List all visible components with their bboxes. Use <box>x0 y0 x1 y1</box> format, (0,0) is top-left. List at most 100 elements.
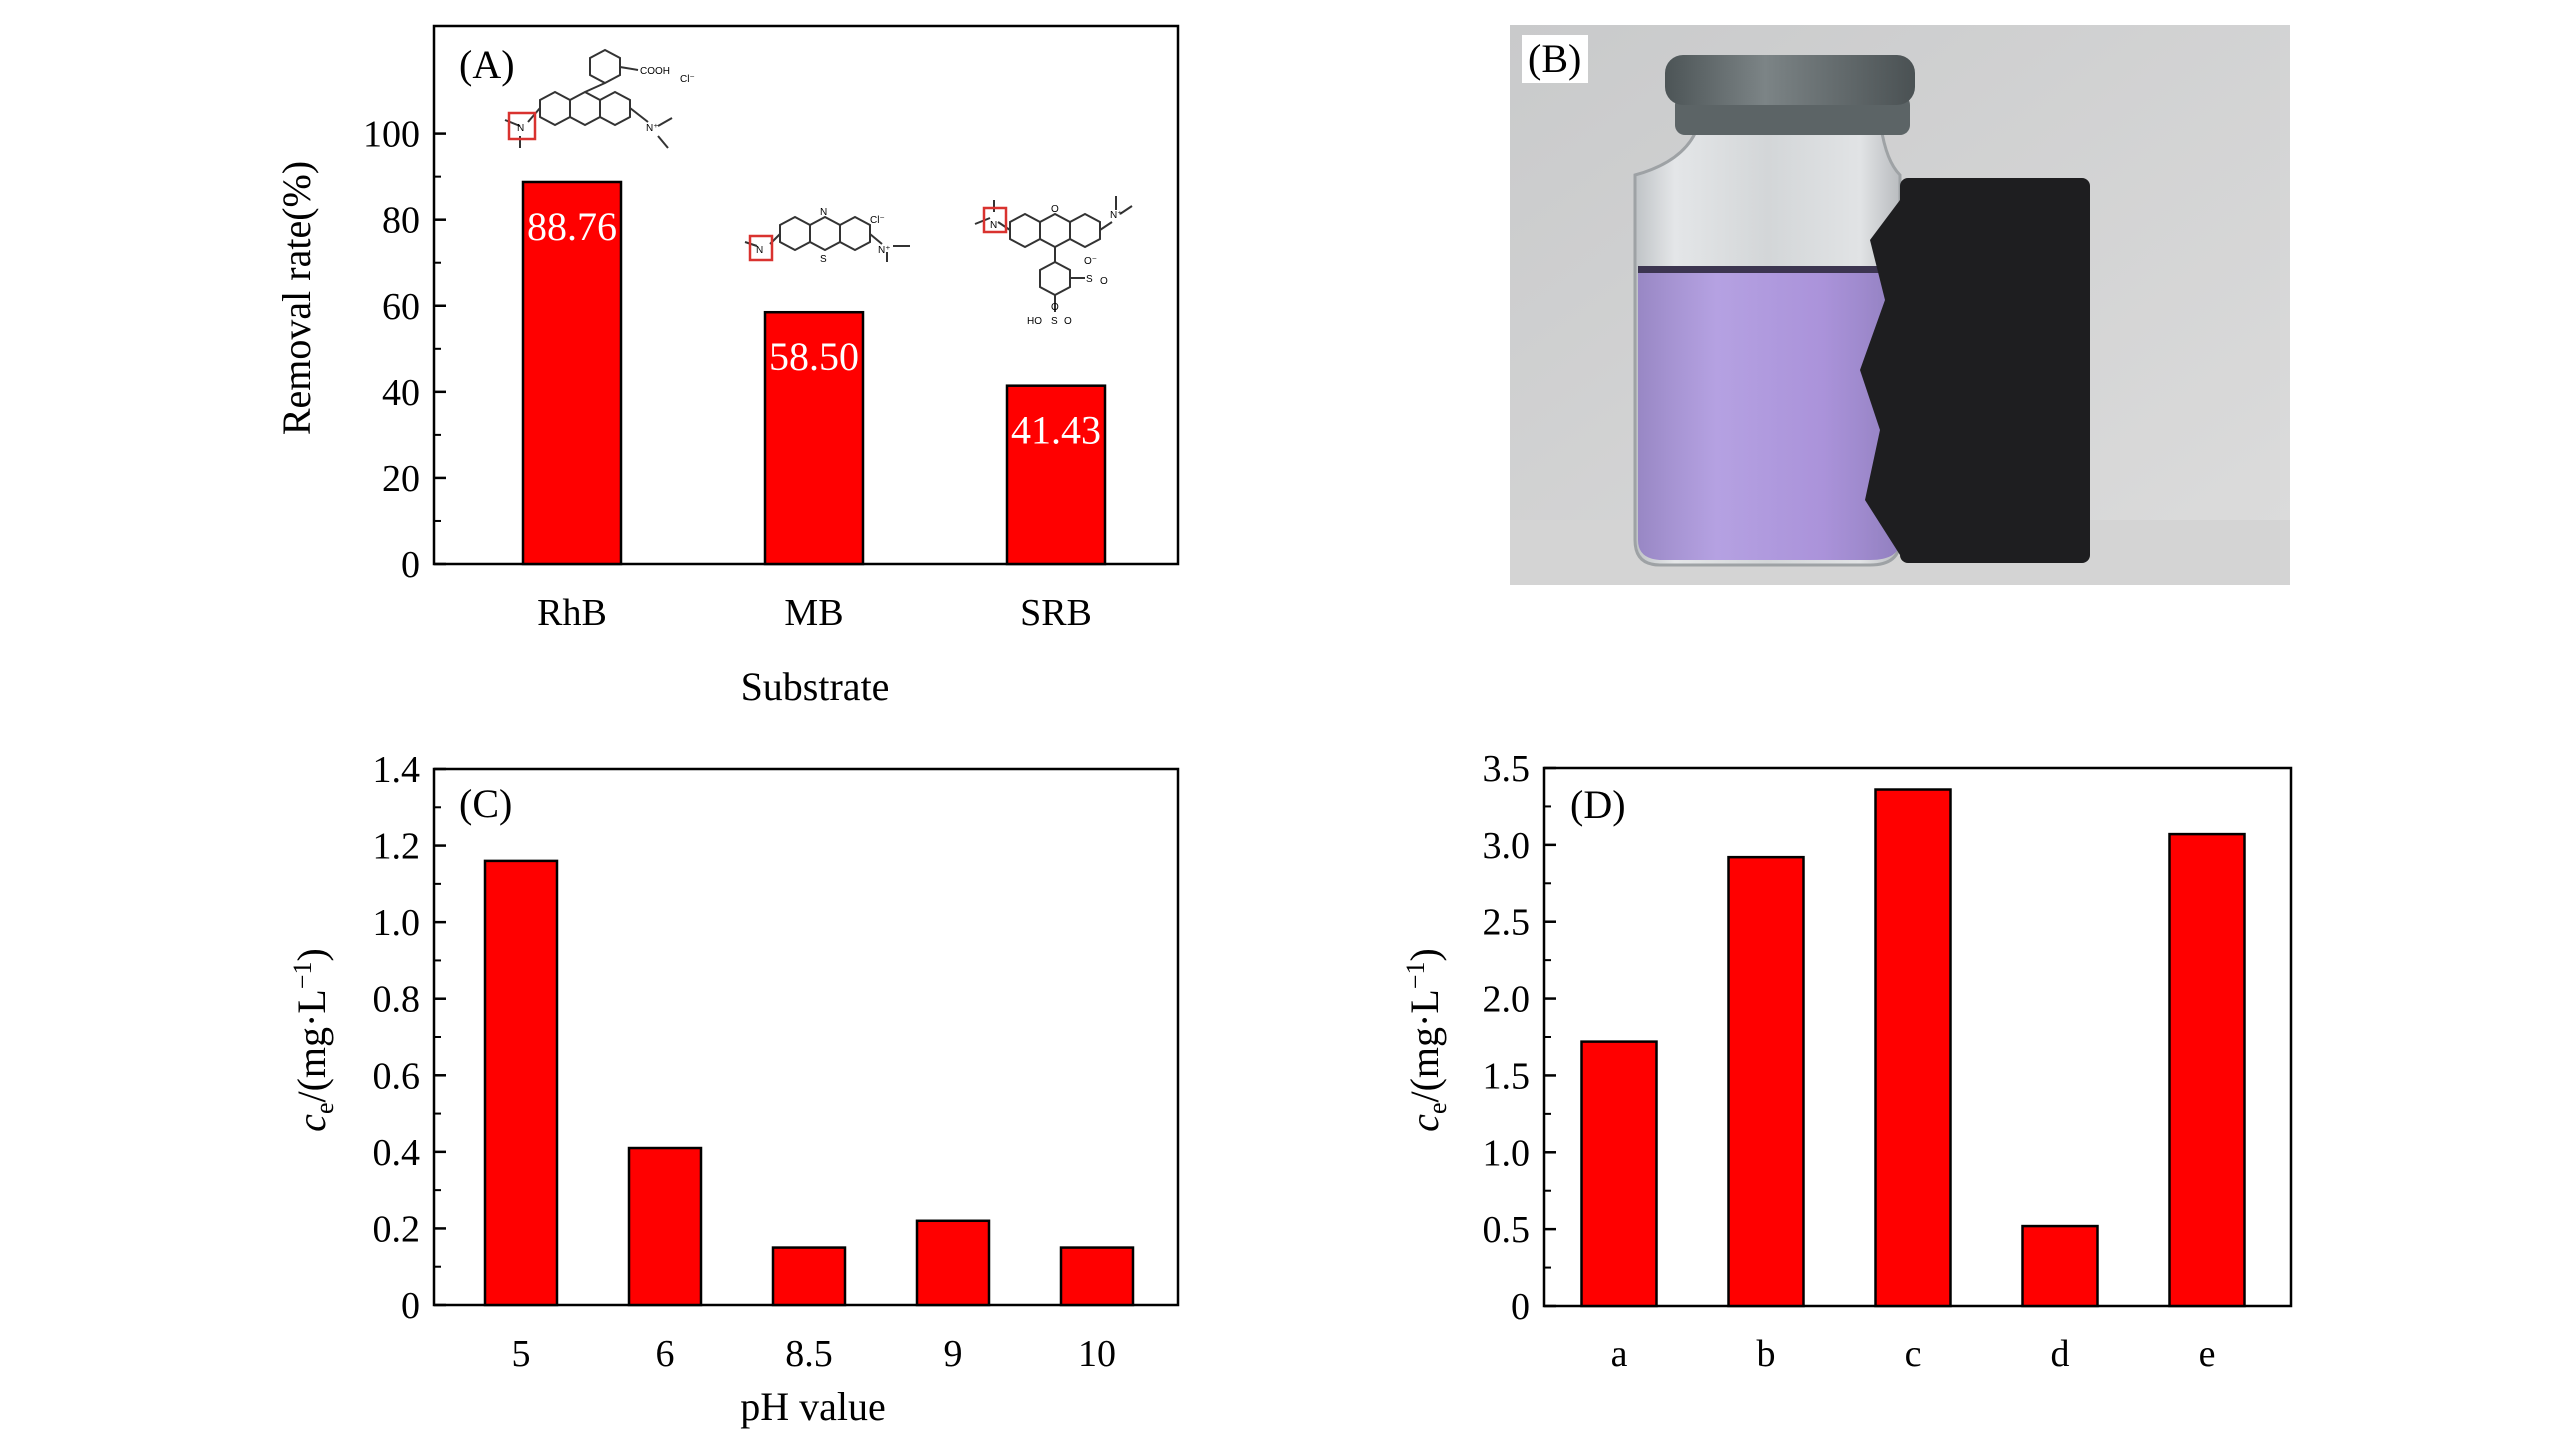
panel-c-xtick-label: 5 <box>512 1333 531 1375</box>
panel-b-label-bg <box>1522 35 1588 83</box>
panel-d-ytick-label: 0 <box>1511 1286 1530 1328</box>
panel-d-xtick-label: c <box>1905 1333 1922 1375</box>
srb-o2-label: O <box>1100 276 1108 287</box>
rhb-nplus-label: N⁺ <box>646 123 659 134</box>
panel-c-ylabel-rest: /(mg·L <box>289 989 334 1102</box>
panel-d-ytick-label: 0.5 <box>1483 1209 1531 1251</box>
panel-d-bar-a <box>1580 1040 1658 1308</box>
panel-d-xtick-label: b <box>1757 1333 1776 1375</box>
panel-c-xtick-label: 9 <box>944 1333 963 1375</box>
rhb-cl-label: Cl⁻ <box>680 74 695 85</box>
srb-o-label: O <box>1051 204 1059 215</box>
mb-n-label: N <box>820 207 827 218</box>
panel-c-chart: 0 0.2 0.4 0.6 0.8 1.0 1.2 1.4 5 6 8.5 9 10 (C) ce/(… <box>288 749 1180 1429</box>
panel-a-bar-SRB <box>1005 384 1107 566</box>
vial-cap <box>1665 55 1915 105</box>
panel-a-bar-RhB <box>521 180 623 566</box>
srb-n-label: N <box>990 220 997 231</box>
panel-a-data-label: 41.43 <box>1011 408 1101 453</box>
mb-n2-label: N <box>756 245 763 256</box>
srb-nplus-label: N⁺ <box>1110 210 1123 221</box>
black-block <box>1900 178 2090 563</box>
panel-c-ylabel-sub: e <box>310 1103 339 1115</box>
mb-highlight-box <box>748 234 774 262</box>
panel-c-xlabel: pH value <box>740 1384 886 1429</box>
panel-a-ytick-label: 0 <box>401 544 420 586</box>
mb-structure: N S N N⁺ Cl⁻ <box>744 207 910 265</box>
mb-s-label: S <box>820 254 827 265</box>
panel-c-ytick-label: 0.2 <box>373 1208 421 1250</box>
panel-a-ytick-label: 80 <box>382 200 420 242</box>
panel-a-xtick-label: RhB <box>537 592 607 634</box>
panel-c-bar-8-5 <box>771 1246 847 1307</box>
panel-d-ytick-label: 3.5 <box>1483 748 1531 790</box>
panel-d-ytick-label: 3.0 <box>1483 825 1531 867</box>
panel-c-bar-5 <box>483 859 559 1307</box>
panel-c-ylabel: ce/(mg·L−1) <box>288 948 339 1132</box>
srb-o3-label: O <box>1051 302 1059 313</box>
panel-d-bar-d <box>2021 1224 2099 1308</box>
panel-a-ylabel: Removal rate(%) <box>274 161 319 435</box>
rhb-cooh-label: COOH <box>640 66 670 77</box>
panel-c-ytick-label: 1.4 <box>373 749 421 791</box>
panel-d-ylabel-sup: −1 <box>1401 962 1430 990</box>
panel-a-bar-MB <box>763 310 865 566</box>
panel-d-ylabel-main: c <box>1402 1114 1447 1132</box>
panel-c-label: (C) <box>459 781 512 826</box>
panel-d-bar-e <box>2168 832 2246 1308</box>
srb-o4-label: O <box>1064 316 1072 327</box>
panel-b-label: (B) <box>1528 36 1581 81</box>
panel-c-xtick-label: 6 <box>656 1333 675 1375</box>
panel-c-bar-10 <box>1059 1246 1135 1307</box>
panel-c-bar-6 <box>627 1146 703 1307</box>
panel-d-ylabel-close: ) <box>1402 948 1447 961</box>
rhb-highlight-box <box>507 111 537 141</box>
panel-d-ylabel-rest: /(mg·L <box>1402 989 1447 1102</box>
srb-structure: N N⁺ O S O⁻ O HO S O O <box>974 196 1133 327</box>
panel-c-ytick-label: 0.4 <box>373 1132 421 1174</box>
rhb-n-label: N <box>517 123 524 134</box>
panel-c-bar-9 <box>915 1219 991 1307</box>
panel-d-xtick-label: e <box>2199 1333 2216 1375</box>
panel-a-data-label: 58.50 <box>769 334 859 379</box>
panel-c-ylabel-close: ) <box>289 948 334 961</box>
srb-ominus-label: O⁻ <box>1084 256 1097 267</box>
rhb-structure: COOH Cl⁻ N N⁺ <box>504 48 695 149</box>
panel-d-xtick-label: a <box>1611 1333 1628 1375</box>
panel-d-bar-c <box>1874 788 1952 1308</box>
panel-a-ytick-label: 20 <box>382 458 420 500</box>
panel-c-ytick-label: 1.0 <box>373 902 421 944</box>
panel-d-ytick-label: 1.5 <box>1483 1055 1531 1097</box>
panel-a-chart: 88.76 58.50 41.43 0 20 40 60 80 100 RhB MB SRB (A… <box>274 24 1180 709</box>
panel-c-ytick-label: 0 <box>401 1285 420 1327</box>
panel-d-ytick-label: 1.0 <box>1483 1132 1531 1174</box>
mb-nplus-label: N⁺ <box>878 245 891 256</box>
panel-a-label: (A) <box>459 42 515 87</box>
srb-highlight-box <box>982 206 1008 234</box>
panel-b-photo: (B) <box>1510 25 2290 585</box>
panel-a-ytick-label: 100 <box>363 114 420 156</box>
panel-a-ytick-label: 40 <box>382 372 420 414</box>
panel-a-xtick-label: SRB <box>1020 592 1092 634</box>
panel-c-ytick-label: 1.2 <box>373 826 421 868</box>
panel-d-ylabel: ce/(mg·L−1) <box>1401 948 1452 1132</box>
panel-c-ylabel-sup: −1 <box>288 962 317 990</box>
vial-meniscus <box>1638 266 1900 273</box>
panel-d-ylabel-sub: e <box>1423 1103 1452 1115</box>
panel-a-ytick-label: 60 <box>382 286 420 328</box>
panel-c-xtick-label: 10 <box>1078 1333 1116 1375</box>
panel-c-ylabel-main: c <box>289 1114 334 1132</box>
panel-c-ytick-label: 0.6 <box>373 1055 421 1097</box>
srb-s2-label: S <box>1051 316 1058 327</box>
panel-d-xtick-label: d <box>2051 1333 2070 1375</box>
panel-d-ytick-label: 2.5 <box>1483 902 1531 944</box>
srb-s-label: S <box>1086 274 1093 285</box>
black-block-edge <box>1860 200 1900 555</box>
panel-d-ytick-label: 2.0 <box>1483 979 1531 1021</box>
panel-a-xtick-label: MB <box>784 592 843 634</box>
panel-c-xtick-label: 8.5 <box>785 1333 833 1375</box>
mb-cl-label: Cl⁻ <box>870 215 885 226</box>
panel-d-label: (D) <box>1570 782 1626 827</box>
